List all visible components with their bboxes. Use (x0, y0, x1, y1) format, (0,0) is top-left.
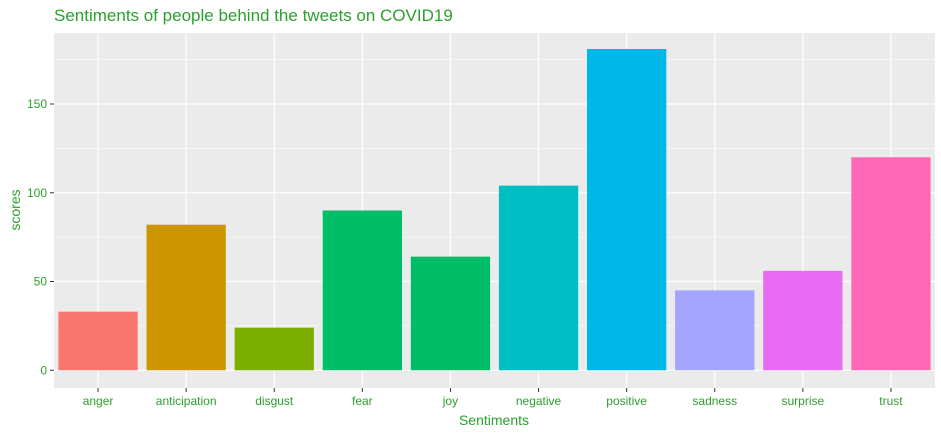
x-tick-label: anger (83, 394, 114, 408)
x-tick-label: fear (352, 394, 373, 408)
x-tick-label: sadness (692, 394, 737, 408)
bar-anger (58, 311, 138, 371)
y-tick-label: 0 (40, 363, 47, 377)
y-tick-label: 50 (34, 275, 48, 289)
x-axis-title: Sentiments (459, 412, 529, 428)
bar-sadness (675, 290, 755, 371)
x-tick-label: joy (442, 394, 458, 408)
bar-surprise (763, 270, 843, 371)
bar-disgust (234, 327, 314, 371)
bar-positive (587, 48, 667, 371)
x-tick-label: negative (516, 394, 562, 408)
x-tick-label: anticipation (156, 394, 217, 408)
x-tick-label: surprise (782, 394, 825, 408)
x-tick-label: trust (879, 394, 903, 408)
x-axis: anger anticipation disgust fear joy negative p… (83, 388, 903, 408)
x-tick-label: disgust (255, 394, 294, 408)
chart-title: Sentiments of people behind the tweets o… (54, 6, 453, 25)
bar-joy (410, 256, 491, 371)
y-tick-label: 150 (27, 97, 47, 111)
bar-anticipation (146, 224, 226, 371)
y-axis-title: scores (7, 189, 23, 230)
x-tick-label: positive (606, 394, 647, 408)
bars-group (58, 48, 931, 371)
bar-fear (322, 210, 402, 371)
bar-negative (498, 185, 579, 371)
bar-trust (851, 157, 931, 371)
y-tick-label: 100 (27, 186, 47, 200)
y-axis: 0 50 100 150 (27, 97, 54, 377)
